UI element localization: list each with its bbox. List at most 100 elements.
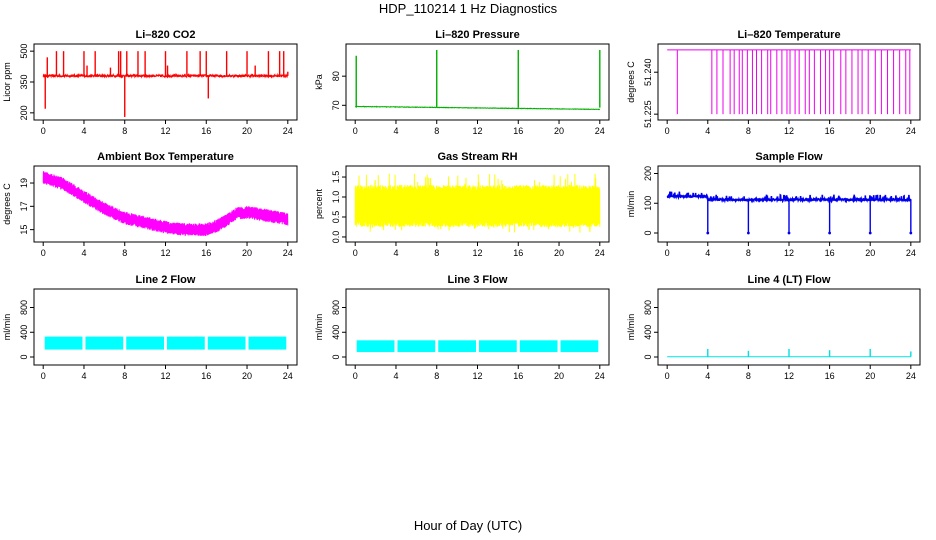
y-axis-label: ml/min — [314, 314, 324, 341]
x-tick-label: 16 — [513, 248, 523, 258]
series-rh — [354, 173, 601, 233]
x-tick-label: 16 — [513, 126, 523, 136]
pressure-line — [354, 105, 601, 111]
x-tick-label: 4 — [393, 126, 398, 136]
x-tick-label: 20 — [554, 126, 564, 136]
y-tick-label: 0 — [643, 231, 653, 236]
x-tick-label: 16 — [825, 248, 835, 258]
panel-title: Sample Flow — [755, 151, 823, 163]
x-tick-label: 20 — [242, 248, 252, 258]
x-tick-label: 0 — [665, 126, 670, 136]
y-tick-label: 1.5 — [331, 171, 341, 184]
panel-title: Li–820 CO2 — [136, 29, 196, 41]
figure-title: HDP_110214 1 Hz Diagnostics — [378, 1, 558, 16]
y-tick-label: 200 — [19, 105, 29, 120]
y-tick-label: 51.225 — [643, 100, 653, 128]
sample-flow-line — [666, 191, 912, 204]
x-tick-label: 16 — [513, 371, 523, 381]
sample-flow-dip-point — [909, 231, 913, 235]
x-tick-label: 16 — [825, 371, 835, 381]
y-tick-label: 0 — [331, 355, 341, 360]
plot-frame — [33, 43, 298, 121]
x-tick-label: 0 — [41, 371, 46, 381]
y-tick-label: 800 — [331, 300, 341, 315]
y-axis-label: ml/min — [626, 314, 636, 341]
plot-frame — [33, 165, 298, 243]
y-tick-label: 80 — [331, 71, 341, 81]
flow-block — [126, 336, 164, 350]
plot-frame — [657, 165, 921, 243]
x-tick-label: 4 — [81, 126, 86, 136]
flow-block — [519, 340, 558, 353]
series-line4 — [667, 348, 912, 358]
flow-block — [397, 340, 436, 353]
x-tick-label: 12 — [472, 371, 482, 381]
x-tick-label: 24 — [906, 371, 916, 381]
x-tick-label: 20 — [865, 248, 875, 258]
x-tick-label: 20 — [865, 371, 875, 381]
x-tick-label: 4 — [705, 371, 710, 381]
y-tick-label: 400 — [643, 325, 653, 340]
y-tick-label: 70 — [331, 100, 341, 110]
panel-line3: Line 3 Flow ml/min 0 4 8 12 16 20 24 0 400 800 — [314, 274, 610, 381]
y-tick-label: 19 — [19, 178, 29, 188]
series-line2 — [44, 336, 287, 350]
x-tick-label: 8 — [434, 248, 439, 258]
flow-block — [479, 340, 517, 353]
y-tick-label: 800 — [19, 300, 29, 315]
y-tick-label: 51.240 — [643, 58, 653, 86]
y-axis-label: Licor ppm — [2, 62, 12, 102]
panel-title: Li–820 Temperature — [737, 29, 840, 41]
panel-line2: Line 2 Flow ml/min 0 4 8 12 16 20 24 0 400 800 — [2, 274, 298, 381]
x-tick-label: 16 — [201, 248, 211, 258]
x-tick-label: 8 — [746, 371, 751, 381]
y-tick-label: 100 — [643, 196, 653, 211]
plot-frame — [657, 43, 921, 121]
plot-frame — [345, 288, 610, 366]
y-tick-label: 17 — [19, 201, 29, 211]
x-tick-label: 12 — [784, 248, 794, 258]
plot-frame — [657, 288, 921, 366]
y-tick-label: 350 — [19, 74, 29, 89]
y-tick-label: 400 — [331, 325, 341, 340]
panel-pressure: Li–820 Pressure kPa 0 4 8 12 16 20 24 70 80 — [314, 29, 610, 136]
x-tick-label: 12 — [160, 371, 170, 381]
sample-flow-dip-point — [706, 231, 710, 235]
y-tick-label: 800 — [643, 300, 653, 315]
y-axis-label: kPa — [314, 74, 324, 90]
x-tick-label: 8 — [434, 371, 439, 381]
sample-flow-dip-point — [828, 231, 832, 235]
x-tick-label: 24 — [906, 248, 916, 258]
series-licor_temp — [667, 49, 911, 115]
y-tick-label: 0.0 — [331, 231, 341, 244]
panel-title: Line 3 Flow — [448, 274, 508, 286]
plot-frame — [33, 288, 298, 366]
series-box_temp — [42, 171, 289, 237]
x-tick-label: 12 — [784, 371, 794, 381]
x-tick-label: 8 — [434, 126, 439, 136]
x-tick-label: 24 — [595, 126, 605, 136]
x-tick-label: 24 — [595, 248, 605, 258]
x-tick-label: 8 — [746, 126, 751, 136]
sample-flow-dip-point — [746, 231, 750, 235]
x-tick-label: 4 — [393, 371, 398, 381]
x-tick-label: 20 — [865, 126, 875, 136]
sample-flow-dip-point — [868, 231, 872, 235]
x-tick-label: 12 — [472, 126, 482, 136]
series-pressure — [354, 49, 601, 111]
x-tick-label: 0 — [41, 248, 46, 258]
x-tick-label: 4 — [705, 126, 710, 136]
panel-title: Ambient Box Temperature — [97, 151, 234, 163]
y-tick-label: 0 — [19, 355, 29, 360]
flow-block — [85, 336, 124, 350]
x-tick-label: 8 — [122, 126, 127, 136]
x-tick-label: 16 — [825, 126, 835, 136]
plot-frame — [345, 165, 610, 243]
x-tick-label: 24 — [283, 248, 293, 258]
y-tick-label: 0 — [643, 355, 653, 360]
x-tick-label: 0 — [665, 248, 670, 258]
x-tick-label: 24 — [595, 371, 605, 381]
flow-block — [167, 336, 205, 350]
y-tick-label: 500 — [19, 44, 29, 59]
x-tick-label: 8 — [122, 371, 127, 381]
